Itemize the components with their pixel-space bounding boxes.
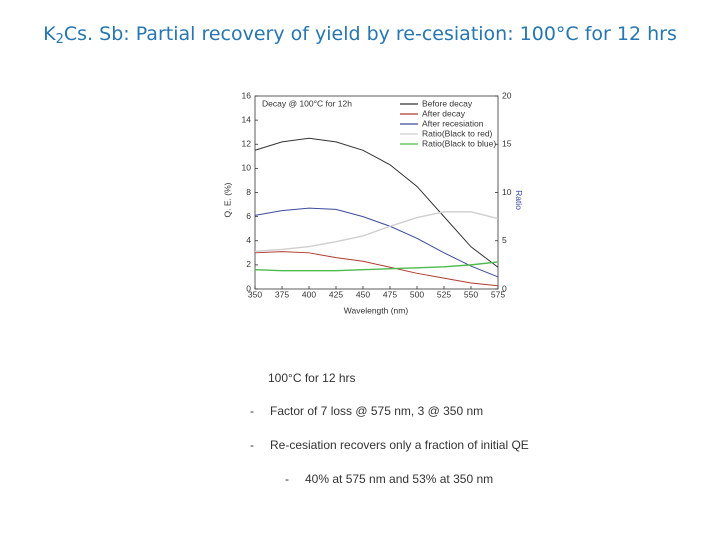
- y-tick-label: 16: [242, 90, 252, 100]
- series-line: [254, 211, 499, 253]
- y-tick-label: 12: [242, 139, 252, 149]
- slide-title: K2Cs. Sb: Partial recovery of yield by r…: [43, 23, 677, 47]
- x-tick-label: 575: [491, 289, 505, 299]
- y2-tick-label: 10: [502, 187, 512, 197]
- y2-tick-label: 20: [502, 90, 512, 100]
- x-tick-label: 425: [329, 289, 343, 299]
- y2-axis-label: Ratio: [514, 190, 524, 210]
- y-tick-label: 6: [246, 211, 251, 221]
- y2-tick-label: 0: [502, 283, 507, 293]
- y-tick-label: 10: [242, 163, 252, 173]
- x-tick-label: 525: [437, 289, 451, 299]
- y-tick-label: 4: [246, 235, 251, 245]
- y-tick-label: 14: [242, 114, 252, 124]
- bullet-text: Factor of 7 loss @ 575 nm, 3 @ 350 nm: [270, 404, 483, 418]
- series-line: [254, 251, 499, 287]
- x-tick-label: 350: [248, 289, 262, 299]
- x-axis-label: Wavelength (nm): [344, 305, 409, 315]
- y-axis-label: Q. E. (%): [222, 182, 232, 217]
- y-tick-label: 2: [246, 259, 251, 269]
- legend-label: After recesiation: [422, 118, 484, 128]
- series-line: [254, 137, 499, 268]
- y2-tick-label: 15: [502, 139, 512, 149]
- x-tick-label: 550: [464, 289, 478, 299]
- legend-label: Ratio(Black to red): [422, 128, 493, 138]
- series-line: [254, 207, 499, 278]
- x-tick-label: 450: [356, 289, 370, 299]
- title-part: Cs. Sb: Partial recovery of yield by re-…: [64, 23, 677, 45]
- x-tick-label: 500: [410, 289, 424, 299]
- legend-label: Ratio(Black to blue): [422, 138, 496, 148]
- title-part: K: [43, 23, 56, 45]
- x-tick-label: 375: [275, 289, 289, 299]
- sub-bullet-marker: -: [285, 472, 289, 486]
- x-tick-label: 475: [383, 289, 397, 299]
- legend-label: After decay: [422, 108, 466, 118]
- notes-heading: 100°C for 12 hrs: [268, 371, 356, 385]
- bullet-marker: -: [250, 404, 254, 418]
- annotation: Decay @ 100°C for 12h: [262, 98, 352, 108]
- y-tick-label: 0: [246, 283, 251, 293]
- y2-tick-label: 5: [502, 235, 507, 245]
- series-line: [254, 261, 499, 272]
- sub-bullet-text: 40% at 575 nm and 53% at 350 nm: [305, 472, 493, 486]
- y-tick-label: 8: [246, 187, 251, 197]
- title-subscript: 2: [56, 32, 64, 47]
- legend-label: Before decay: [422, 98, 473, 108]
- bullet-text: Re-cesiation recovers only a fraction of…: [270, 438, 529, 452]
- bullet-marker: -: [250, 438, 254, 452]
- x-tick-label: 400: [302, 289, 316, 299]
